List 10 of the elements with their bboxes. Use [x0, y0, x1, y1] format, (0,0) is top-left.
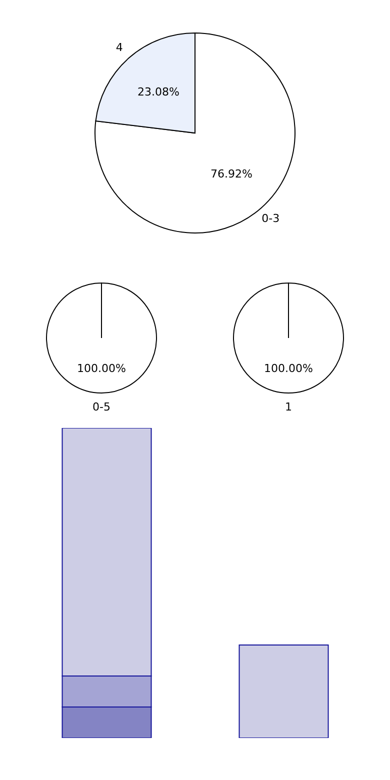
slice-label: 0-3 — [262, 212, 280, 225]
slice-label: 0-5 — [92, 400, 110, 414]
data-label: 100.00% — [264, 362, 313, 375]
data-label: 76.92% — [210, 168, 252, 181]
data-label: 23.08% — [138, 85, 180, 98]
data-label: 100.00% — [77, 362, 126, 375]
slice-label: 1 — [285, 400, 292, 414]
bar — [238, 644, 329, 738]
slice-label: 4 — [116, 41, 123, 54]
pie-slice — [94, 32, 296, 234]
